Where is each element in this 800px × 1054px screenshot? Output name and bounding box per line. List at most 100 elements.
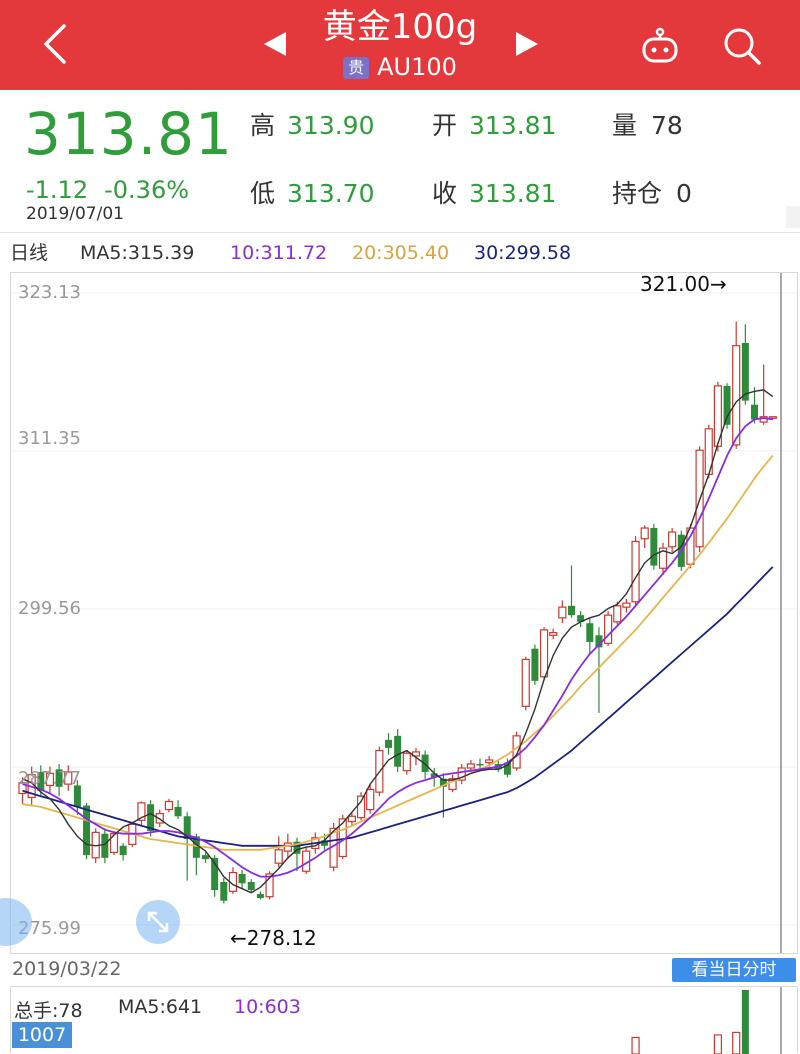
- candle-61: [577, 611, 585, 628]
- chart-date-bar: 2019/03/22: [0, 955, 800, 985]
- candle-19: [192, 833, 200, 876]
- candle-60: [568, 565, 575, 618]
- candle-24: [238, 869, 246, 889]
- candle-0: [18, 777, 27, 805]
- open-interest-value: 0: [676, 179, 692, 208]
- fullscreen-button[interactable]: [136, 900, 180, 944]
- candle-11: [119, 843, 127, 861]
- exchange-badge: 贵: [343, 57, 370, 79]
- ma5-line: [22, 389, 774, 894]
- start-date: 2019/03/22: [12, 958, 122, 980]
- candle-13: [137, 801, 146, 826]
- candle-69: [650, 524, 658, 570]
- chevron-left-icon: [44, 24, 66, 64]
- ma-legend: 日线 MA5:315.39 10:311.72 20:305.40 30:299…: [0, 232, 800, 273]
- ma30-line: [22, 566, 774, 847]
- high-cell: 高 313.90: [250, 106, 375, 142]
- open-cell: 开 313.81: [432, 106, 557, 142]
- candle-76: [713, 381, 723, 452]
- volume-bar-0: [713, 1034, 723, 1054]
- candle-41: [394, 729, 402, 773]
- volume-ma5: MA5:641: [118, 996, 203, 1018]
- candle-9: [101, 828, 109, 864]
- candle-14: [147, 800, 155, 837]
- candle-48: [457, 763, 466, 785]
- candle-79: [741, 324, 749, 405]
- candle-59: [558, 600, 567, 624]
- top-navbar: 黄金100g 贵 AU100: [0, 0, 800, 90]
- high-label: 高: [250, 111, 276, 140]
- volume-bar-2: [741, 990, 749, 1054]
- volume-cell: 量 78: [612, 106, 683, 142]
- search-icon: [724, 28, 761, 65]
- candle-5: [64, 765, 73, 791]
- candle-55: [521, 656, 530, 711]
- ma5-legend: MA5:315.39: [80, 242, 195, 264]
- contract-title: 黄金100g: [322, 7, 478, 47]
- open-interest-label: 持仓: [612, 179, 663, 208]
- low-label: 低: [250, 179, 276, 208]
- next-contract-button[interactable]: [514, 30, 540, 62]
- ma10-legend: 10:311.72: [230, 242, 328, 264]
- candle-42: [402, 750, 411, 775]
- previous-contract-button[interactable]: [262, 30, 288, 62]
- candle-78: [732, 321, 741, 449]
- ma20-line: [22, 455, 774, 851]
- volume-total: 总手:78: [14, 1000, 83, 1022]
- candle-68: [640, 525, 649, 549]
- close-cell: 收 313.81: [432, 174, 557, 210]
- last-price: 313.81: [24, 100, 233, 168]
- ma10-line: [22, 417, 773, 878]
- kline-chart[interactable]: [10, 272, 798, 954]
- max-price-annotation: 321.00→: [640, 272, 727, 296]
- candle-47: [448, 774, 457, 793]
- open-interest-cell: 持仓 0: [612, 174, 692, 210]
- candle-54: [512, 731, 521, 771]
- search-button[interactable]: [720, 24, 764, 72]
- candle-80: [751, 387, 758, 424]
- candle-2: [37, 765, 45, 797]
- volume-label: 量: [612, 111, 638, 140]
- triangle-right-icon: [516, 32, 538, 56]
- candle-3: [45, 766, 55, 794]
- candle-56: [531, 644, 539, 685]
- expand-arrows-icon: [147, 911, 169, 933]
- candle-70: [658, 542, 668, 575]
- volume-ma10: 10:603: [234, 996, 301, 1018]
- candle-37: [356, 792, 366, 821]
- intraday-button[interactable]: 看当日分时: [672, 958, 796, 982]
- candle-67: [631, 536, 640, 608]
- contract-subtitle: 贵 AU100: [0, 52, 800, 82]
- y-label-5: 275.99: [18, 918, 81, 939]
- candle-65: [613, 601, 622, 625]
- candle-21: [211, 855, 219, 897]
- assistant-button[interactable]: [640, 26, 680, 70]
- contract-code: AU100: [377, 53, 457, 81]
- candle-63: [595, 627, 603, 714]
- candle-35: [338, 814, 347, 860]
- candle-4: [55, 763, 63, 797]
- candle-81: [759, 364, 768, 425]
- candle-75: [704, 424, 713, 479]
- volume-value: 78: [651, 111, 683, 140]
- candle-20: [202, 852, 209, 864]
- low-value: 313.70: [287, 179, 375, 208]
- open-label: 开: [432, 111, 458, 140]
- candle-22: [220, 877, 228, 904]
- volume-bar-3: [631, 1036, 640, 1054]
- candle-40: [385, 733, 392, 755]
- candle-71: [668, 528, 677, 553]
- low-cell: 低 313.70: [250, 174, 375, 210]
- candle-66: [622, 599, 631, 613]
- candle-58: [549, 628, 558, 640]
- y-label-3: 299.56: [18, 598, 81, 619]
- close-label: 收: [432, 179, 458, 208]
- open-value: 313.81: [469, 111, 557, 140]
- back-button[interactable]: [36, 22, 76, 66]
- change-value: -1.12: [26, 176, 89, 204]
- period-tab[interactable]: 日线: [10, 242, 49, 264]
- high-value: 313.90: [287, 111, 375, 140]
- robot-icon: [642, 27, 678, 63]
- candle-31: [302, 847, 311, 874]
- candle-50: [476, 758, 484, 770]
